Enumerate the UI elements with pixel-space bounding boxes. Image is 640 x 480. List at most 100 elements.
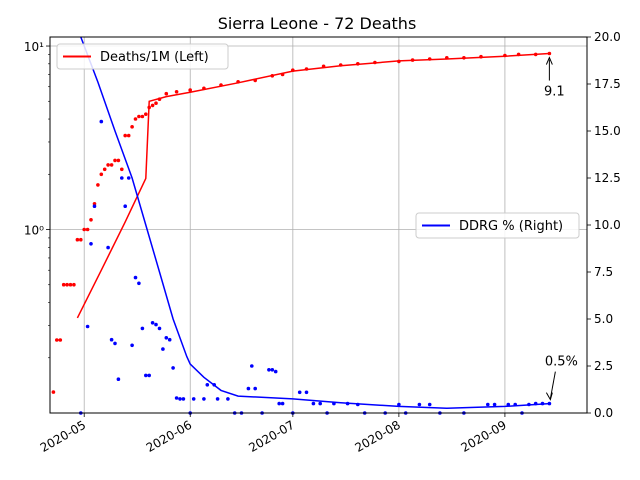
right-y-tick-label: 15.0 [594,124,621,138]
data-point [164,91,169,96]
data-point [270,74,275,78]
data-point [304,67,309,71]
right-y-tick-label: 10.0 [594,218,621,232]
data-point [174,90,179,94]
right-y-tick-label: 17.5 [594,77,621,91]
data-point [137,281,141,286]
right-y-tick-label: 12.5 [594,171,621,185]
series-ddrg-percent [79,36,552,415]
series-deaths-per-million [51,51,552,394]
data-point [174,396,179,400]
data-point [89,242,93,246]
legend-label: Deaths/1M (Left) [100,50,209,65]
data-point [89,218,93,222]
chart-title: Sierra Leone - 72 Deaths [218,14,417,33]
legend-right-series: DDRG % (Right) [415,212,580,239]
data-point [332,401,336,406]
left-y-axis: 10⁰ 10¹ [24,40,50,359]
data-point [133,117,138,121]
data-point [85,227,90,232]
data-point [338,63,343,67]
data-point [547,51,552,56]
data-point [58,338,63,342]
data-point [188,88,192,92]
annotation-arrowhead [545,56,553,65]
right-y-tick-label: 5.0 [594,312,613,326]
data-point [75,237,80,242]
data-point [113,158,117,163]
data-point [345,401,350,406]
annotations: 9.1 0.5% [544,56,578,401]
legends: Deaths/1M (Left) DDRG % (Right) [56,43,580,239]
data-point [202,397,206,401]
data-point [513,402,517,407]
data-point [154,322,158,327]
data-point [99,172,104,177]
data-point [126,133,131,138]
data-point [147,105,151,110]
data-point [140,326,145,331]
data-point [123,133,127,138]
data-point [533,401,538,406]
left-y-tick-label: 10⁰ [24,224,44,238]
data-point [397,59,401,64]
data-point [120,167,124,172]
data-point [133,275,138,280]
data-point [171,366,175,370]
data-point [167,337,172,342]
right-y-axis: 0.0 2.5 5.0 7.5 10.0 12.5 15.0 17.5 20.0 [587,30,621,420]
data-point [397,402,401,407]
data-point [273,369,278,374]
data-point [318,401,323,406]
data-point [82,227,86,232]
annotation-arrow [549,371,556,399]
data-point [51,390,56,394]
data-point [85,324,90,329]
data-point [291,68,295,72]
data-point [113,341,117,346]
data-point [503,53,507,58]
data-point [161,347,165,351]
data-point [410,58,415,62]
data-point [109,163,114,167]
data-point [212,383,216,387]
data-point [123,204,127,208]
data-point [205,383,210,387]
right-y-tick-label: 7.5 [594,265,613,279]
data-point [479,54,483,59]
data-point [492,402,497,407]
series-line [80,36,550,410]
data-point [253,386,257,391]
data-point [540,401,545,406]
data-point [527,402,531,407]
data-point [120,176,124,180]
annotation-arrowhead [545,392,553,401]
data-point [486,402,490,407]
data-point [140,114,145,119]
data-point [99,119,104,124]
data-point [270,368,275,372]
data-point [516,52,521,57]
right-y-tick-label: 20.0 [594,30,621,44]
data-point [154,101,158,105]
data-point [150,103,155,108]
legend-left-series: Deaths/1M (Left) [56,43,229,70]
annotation-label: 9.1 [544,85,565,100]
data-point [147,373,151,378]
data-point [280,72,285,77]
data-point [373,60,377,65]
data-point [547,401,552,406]
data-point [106,245,110,250]
right-y-tick-label: 0.0 [594,406,613,420]
data-point [92,204,97,208]
data-point [102,167,107,172]
data-point [417,402,422,407]
data-point [178,397,182,401]
data-point [157,326,162,331]
data-point [96,183,100,187]
legend-box [56,43,229,70]
data-point [356,62,360,66]
left-y-tick-label: 10¹ [24,40,44,54]
